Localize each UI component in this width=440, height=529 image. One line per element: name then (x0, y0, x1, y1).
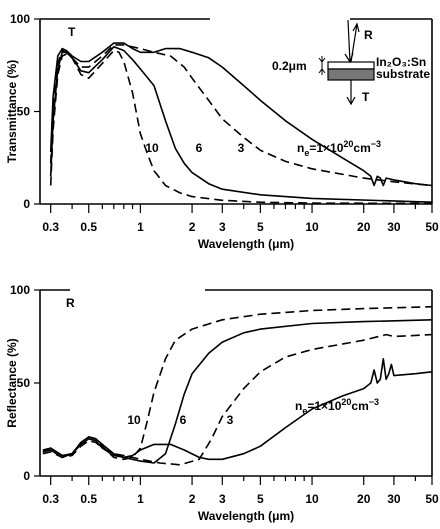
x-tick-label: 3 (219, 220, 226, 234)
x-tick-label: 2 (189, 492, 196, 506)
carrier-density-part: =1×10 (307, 399, 341, 413)
panel-label: T (68, 25, 76, 39)
film-material-label: In₂O₃:Sn (376, 55, 426, 69)
film-layer (327, 61, 375, 70)
reflection-label: R (364, 28, 373, 42)
y-tick-label: 50 (17, 105, 31, 119)
transmitted-arrow (346, 96, 356, 106)
reflected-beam (350, 23, 358, 63)
x-tick-label: 5 (257, 492, 264, 506)
curve-label: 10 (145, 141, 159, 155)
series-line-10 (42, 305, 433, 461)
curve-label: 6 (196, 141, 203, 155)
x-tick-label: 20 (357, 492, 371, 506)
x-tick-label: 30 (387, 220, 401, 234)
y-tick-label: 0 (23, 197, 30, 211)
x-tick-label: 0.5 (80, 492, 97, 506)
series-line-6 (49, 46, 433, 203)
series-line-substrate (49, 42, 433, 187)
carrier-density-part: n (295, 399, 302, 413)
series-line-3 (49, 44, 433, 187)
x-axis-label: Wavelength (μm) (198, 509, 294, 523)
carrier-density-label: ne=1×1020cm−3 (297, 139, 381, 158)
x-tick-label: 1 (137, 492, 144, 506)
y-axis-label: Reflectance (%) (5, 338, 19, 427)
x-axis-label: Wavelength (μm) (198, 237, 294, 251)
carrier-density-part: cm (353, 141, 370, 155)
y-tick-label: 100 (10, 283, 30, 297)
y-tick-label: 100 (10, 12, 30, 26)
x-tick-label: 0.3 (42, 492, 59, 506)
x-tick-label: 1 (137, 220, 144, 234)
x-tick-label: 10 (305, 492, 319, 506)
y-axis-label: Transmittance (%) (5, 60, 19, 163)
carrier-density-part: e (304, 148, 309, 158)
curve-label: 10 (127, 413, 141, 427)
carrier-density-part: =1×10 (309, 141, 343, 155)
series-line-10 (49, 49, 433, 205)
series-line-6 (42, 319, 433, 464)
x-tick-label: 50 (425, 492, 439, 506)
x-tick-label: 0.5 (80, 220, 97, 234)
x-tick-label: 50 (425, 220, 439, 234)
carrier-density-part: −3 (369, 397, 379, 407)
series-line-substrate (42, 358, 433, 461)
transmittance-chart: 0.3 0.5 1 2 3 5 10 20 30 50 0 50 100 Wavelength (μm) T… (5, 12, 439, 251)
x-tick-label: 2 (189, 220, 196, 234)
panel-label: R (66, 296, 75, 310)
reflected-arrow (352, 22, 360, 33)
carrier-density-part: cm (351, 399, 368, 413)
carrier-density-part: e (302, 406, 307, 416)
carrier-density-part: n (297, 141, 304, 155)
carrier-density-label: ne=1×1020cm−3 (295, 397, 379, 416)
transmission-label: T (362, 90, 370, 104)
y-tick-label: 50 (17, 376, 31, 390)
curve-label: 6 (180, 413, 187, 427)
x-tick-label: 10 (305, 220, 319, 234)
series-line-3 (42, 333, 433, 466)
carrier-density-part: 20 (343, 139, 353, 149)
y-tick-label: 0 (23, 469, 30, 483)
carrier-density-part: −3 (371, 139, 381, 149)
curve-label: 3 (227, 413, 234, 427)
film-thickness-label: 0.2μm (272, 59, 307, 73)
incident-beam (347, 19, 351, 63)
reflectance-chart: 0.3 0.5 1 2 3 5 10 20 30 50 0 50 100 Wavelength (μm) R… (5, 283, 439, 523)
x-tick-label: 5 (257, 220, 264, 234)
x-tick-label: 20 (357, 220, 371, 234)
substrate-label: substrate (376, 67, 430, 81)
substrate-block (327, 68, 375, 81)
x-tick-label: 30 (387, 492, 401, 506)
x-tick-label: 3 (219, 492, 226, 506)
carrier-density-part: 20 (341, 397, 351, 407)
thickness-arrows (318, 57, 326, 74)
x-tick-label: 0.3 (42, 220, 59, 234)
curve-label: 3 (238, 141, 245, 155)
